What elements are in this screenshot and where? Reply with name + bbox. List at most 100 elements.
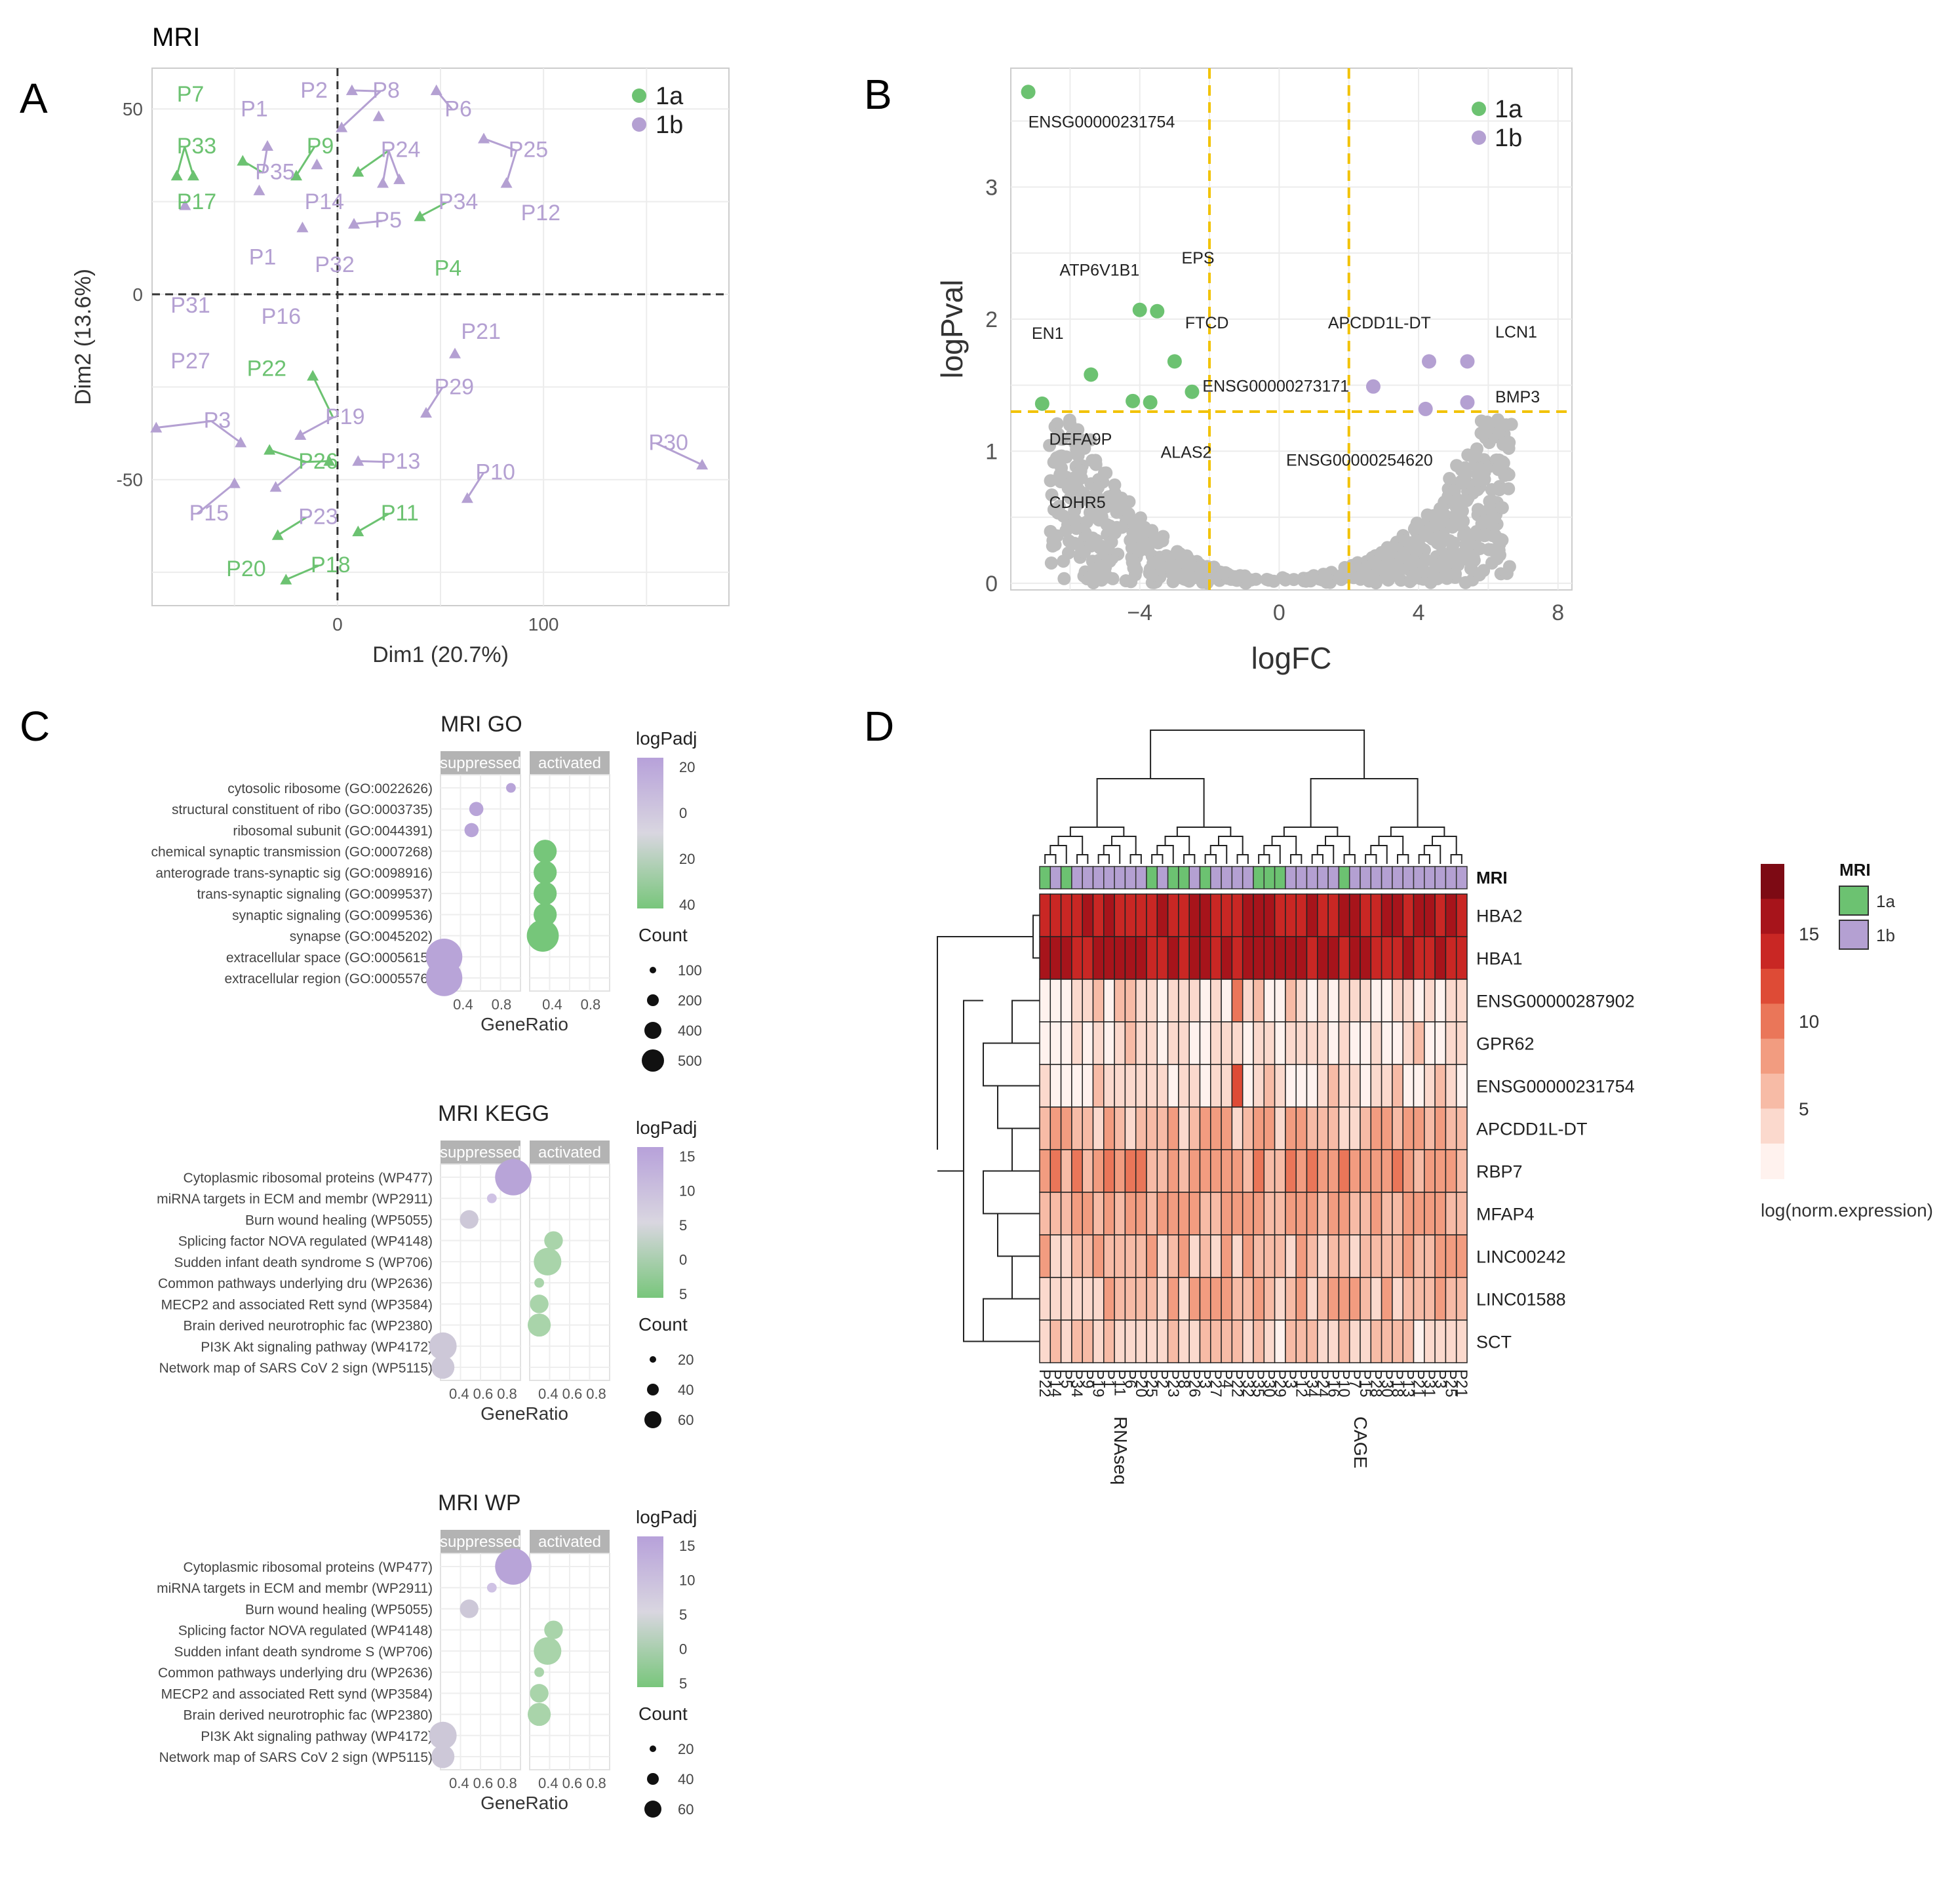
heatmap-cell bbox=[1092, 1021, 1105, 1065]
pca-point bbox=[478, 132, 490, 144]
annotation-cell bbox=[1263, 866, 1276, 889]
heatmap-cell bbox=[1402, 936, 1415, 980]
dendrogram-branch bbox=[983, 1042, 1040, 1087]
heatmap-cell bbox=[1285, 1106, 1297, 1150]
annotation-cell bbox=[1231, 866, 1244, 889]
pca-x-tick: 100 bbox=[528, 614, 559, 634]
heatmap-cell bbox=[1338, 979, 1350, 1023]
heatmap-cell bbox=[1167, 1319, 1179, 1363]
heatmap-cell bbox=[1114, 1234, 1126, 1278]
heatmap-cell bbox=[1306, 1106, 1318, 1150]
color-legend-title: logPadj bbox=[636, 728, 697, 749]
heatmap-cell bbox=[1114, 1021, 1126, 1065]
heatmap-cell bbox=[1114, 1106, 1126, 1150]
heatmap-column-label: P11 bbox=[1110, 1369, 1128, 1396]
color-legend-step bbox=[1761, 1074, 1784, 1110]
heatmap-cell bbox=[1370, 1021, 1382, 1065]
label-connector bbox=[277, 517, 307, 536]
size-legend-label: 200 bbox=[678, 992, 702, 1009]
pca-point bbox=[253, 184, 265, 195]
heatmap-cell bbox=[1295, 1064, 1308, 1108]
nonsignificant-gene-point bbox=[1145, 568, 1159, 582]
nonsignificant-gene-point bbox=[1124, 534, 1137, 547]
heatmap-cell bbox=[1338, 936, 1350, 980]
term-label: miRNA targets in ECM and membr (WP2911) bbox=[157, 1581, 433, 1596]
nonsignificant-gene-point bbox=[1103, 555, 1116, 568]
annotation-cell bbox=[1455, 866, 1468, 889]
nonsignificant-gene-point bbox=[1464, 562, 1478, 575]
heatmap-cell bbox=[1306, 893, 1318, 937]
annotation-cell bbox=[1199, 866, 1211, 889]
heatmap-cell bbox=[1114, 1064, 1126, 1108]
heatmap-cell bbox=[1071, 1234, 1083, 1278]
color-legend-bar bbox=[637, 758, 663, 908]
enrichment-dot bbox=[460, 1210, 479, 1229]
heatmap-cell bbox=[1274, 1319, 1286, 1363]
heatmap-cell bbox=[1413, 1277, 1425, 1321]
heatmap-cell bbox=[1156, 1064, 1169, 1108]
gene-label: ATP6V1B1 bbox=[1059, 261, 1139, 279]
nonsignificant-gene-point bbox=[1377, 547, 1391, 561]
heatmap-cell bbox=[1049, 1277, 1062, 1321]
enrichment-dot bbox=[431, 1745, 455, 1768]
heatmap-row-label: APCDD1L-DT bbox=[1476, 1120, 1588, 1139]
heatmap-cell bbox=[1402, 893, 1415, 937]
pca-point-label: P24 bbox=[381, 138, 421, 163]
heatmap-cell bbox=[1146, 1234, 1158, 1278]
annotation-cell bbox=[1274, 866, 1286, 889]
label-connector bbox=[419, 201, 447, 218]
heatmap-cell bbox=[1049, 893, 1062, 937]
nonsignificant-gene-point bbox=[1498, 469, 1512, 482]
heatmap-cell bbox=[1338, 1106, 1350, 1150]
heatmap-column-label: P22 bbox=[1036, 1369, 1053, 1397]
annotation-cell bbox=[1114, 866, 1126, 889]
heatmap-cell bbox=[1167, 1106, 1179, 1150]
gene-label: APCDD1L-DT bbox=[1328, 314, 1431, 332]
heatmap-column-label: P35 bbox=[1249, 1369, 1267, 1397]
heatmap-cell bbox=[1392, 1319, 1403, 1363]
heatmap-cell bbox=[1124, 1106, 1137, 1150]
heatmap-column-label: P2 bbox=[1153, 1369, 1171, 1388]
heatmap-cell bbox=[1178, 1064, 1190, 1108]
enrichment-dot bbox=[460, 1599, 479, 1618]
color-legend-tick: 15 bbox=[679, 1148, 695, 1165]
heatmap-cell bbox=[1424, 893, 1436, 937]
annotation-cell bbox=[1146, 866, 1158, 889]
pca-point-label: P19 bbox=[325, 404, 365, 429]
heatmap-cell bbox=[1124, 936, 1137, 980]
heatmap-cell bbox=[1285, 1064, 1297, 1108]
heatmap-column-label: P9 bbox=[1078, 1369, 1096, 1388]
annotation-label: MRI bbox=[1476, 868, 1508, 887]
term-label: MECP2 and associated Rett synd (WP3584) bbox=[161, 1686, 433, 1702]
enrichment-dot bbox=[544, 1231, 563, 1250]
size-legend-label: 40 bbox=[678, 1771, 694, 1787]
heatmap-cell bbox=[1114, 1319, 1126, 1363]
group-legend-label: 1b bbox=[1876, 926, 1895, 945]
nonsignificant-gene-point bbox=[1249, 572, 1263, 586]
heatmap-cell bbox=[1360, 979, 1372, 1023]
color-legend-step bbox=[1761, 1143, 1784, 1179]
term-label: extracellular space (GO:0005615) bbox=[226, 950, 433, 965]
label-connector bbox=[275, 461, 307, 488]
heatmap-cell bbox=[1348, 1021, 1361, 1065]
dendrogram-branch bbox=[1311, 854, 1323, 864]
heatmap-row-label: HBA2 bbox=[1476, 907, 1523, 926]
nonsignificant-gene-point bbox=[1089, 454, 1103, 467]
nonsignificant-gene-point bbox=[1057, 509, 1070, 523]
heatmap-cell bbox=[1434, 1064, 1447, 1108]
annotation-cell bbox=[1445, 866, 1457, 889]
heatmap-cell bbox=[1210, 936, 1222, 980]
nonsignificant-gene-point bbox=[1421, 528, 1434, 542]
significant-gene-point bbox=[1418, 401, 1433, 416]
term-label: anterograde trans-synaptic sig (GO:00989… bbox=[155, 866, 433, 881]
heatmap-row-label: ENSG00000231754 bbox=[1476, 1077, 1635, 1097]
nonsignificant-gene-point bbox=[1474, 426, 1488, 440]
heatmap-cell bbox=[1434, 1021, 1447, 1065]
annotation-cell bbox=[1039, 866, 1051, 889]
heatmap-column-label: P31 bbox=[1421, 1369, 1438, 1397]
color-legend-tick: 5 bbox=[1799, 1099, 1809, 1119]
color-legend-title: logPadj bbox=[636, 1507, 697, 1527]
pca-point-label: P4 bbox=[435, 256, 462, 281]
dotplot-x-tick: 0.4 bbox=[453, 996, 473, 1013]
dotplot-x-tick: 0.8 bbox=[586, 1386, 606, 1402]
